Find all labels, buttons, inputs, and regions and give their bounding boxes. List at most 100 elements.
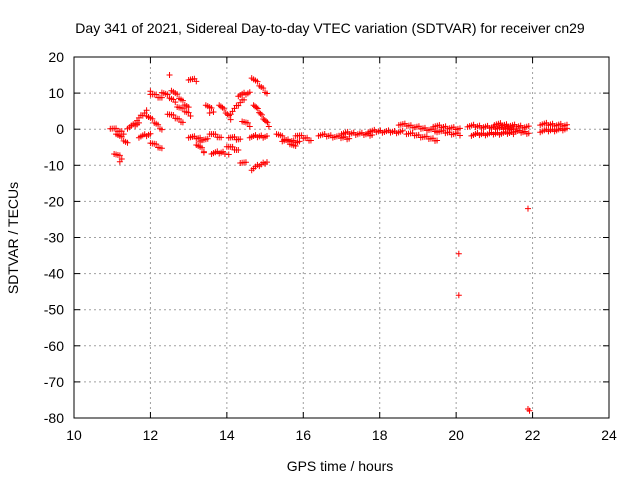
chart-title: Day 341 of 2021, Sidereal Day-to-day VTE… [75,20,585,36]
data-point [229,143,236,150]
data-point [227,116,234,123]
data-point [455,292,462,299]
data-point [434,137,441,144]
data-point [116,158,123,165]
data-point [260,85,267,92]
data-point [170,112,177,119]
y-tick-label: -60 [44,338,64,354]
data-point [153,91,160,98]
data-point [253,104,260,111]
x-tick-label: 20 [448,427,464,443]
data-point [155,121,162,128]
data-point [164,91,171,98]
data-point [241,96,248,103]
x-tick-labels: 10 12 14 16 18 20 22 24 [66,427,617,443]
y-axis-label: SDTVAR / TECUs [5,182,21,294]
y-tick-label: 0 [56,121,64,137]
y-tick-label: -70 [44,374,64,390]
data-point [176,115,183,122]
data-point [118,133,125,140]
data-point [218,134,225,141]
data-point [263,90,270,97]
y-tick-labels: 20 10 0 -10 -20 -30 -40 -50 -60 -70 -80 [44,49,64,426]
data-point [128,122,135,129]
x-tick-label: 12 [143,427,159,443]
data-point [246,123,253,130]
data-point [225,151,232,158]
data-point [221,105,228,112]
x-axis-label: GPS time / hours [287,458,394,474]
data-point [221,150,228,157]
data-point [246,89,253,96]
data-point [346,135,353,142]
data-point [158,94,165,101]
data-point [185,104,192,111]
x-tick-label: 18 [372,427,388,443]
data-point [455,250,462,257]
data-point [456,125,463,132]
data-point [242,159,249,166]
data-point [179,119,186,126]
grid [74,57,609,418]
data-point [210,109,217,116]
data-point [153,141,160,148]
data-point [158,145,165,152]
y-tick-label: -50 [44,302,64,318]
data-point [174,91,181,98]
x-tick-label: 10 [66,427,82,443]
data-point [264,119,271,126]
data-point [158,126,165,133]
data-point [237,136,244,143]
data-point [296,138,303,145]
data-point [258,111,265,118]
x-tick-label: 24 [601,427,617,443]
data-point [524,205,531,212]
data-point [254,78,261,85]
data-point [199,144,206,151]
data-point [526,407,533,414]
data-point [143,107,150,114]
data-point [456,132,463,139]
data-point [212,131,219,138]
y-tick-label: -10 [44,157,64,173]
data-point [147,130,154,137]
data-point [172,99,179,106]
data-point [563,125,570,132]
data-point [399,127,406,134]
data-point [279,132,286,139]
y-tick-label: -40 [44,266,64,282]
data-point [208,105,215,112]
data-point [265,123,272,130]
data-point [185,109,192,116]
x-tick-label: 16 [295,427,311,443]
data-point [204,135,211,142]
data-point [147,88,154,95]
data-point [257,110,264,117]
data-point [193,78,200,85]
data-point [263,159,270,166]
x-tick-label: 14 [219,427,235,443]
data-point [166,72,173,79]
data-point [206,109,213,116]
data-point [263,132,270,139]
data-point [149,115,156,122]
data-point [254,105,261,112]
data-point [179,105,186,112]
data-point [263,118,270,125]
data-point [197,138,204,145]
data-point [116,152,123,159]
data-point [235,146,242,153]
data-point [525,123,532,130]
data-point [200,149,207,156]
plot-frame [73,56,610,419]
data-point [244,119,251,126]
data-point [307,137,314,144]
data-point [187,113,194,120]
data-point [179,97,186,104]
y-tick-label: 10 [48,85,64,101]
y-tick-label: -80 [44,410,64,426]
x-tick-label: 22 [525,427,541,443]
data-points [107,72,570,414]
data-point [124,139,131,146]
